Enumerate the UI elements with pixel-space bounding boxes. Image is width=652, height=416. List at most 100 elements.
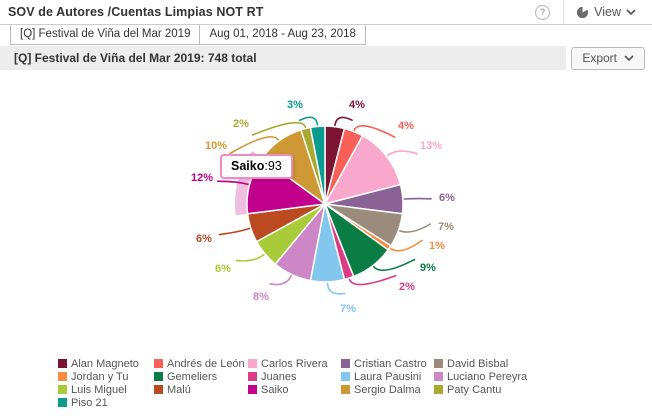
legend-label: Saiko <box>261 383 289 396</box>
legend-item[interactable]: Cristian Castro <box>341 357 434 370</box>
label-connector <box>235 253 265 262</box>
legend-item[interactable]: Juanes <box>248 370 341 383</box>
chart-area: 4% 4% 13% 6% 7% 1% 9% 2% 7% 8% 6% 6% 12% 10% 2% 3% Saik… <box>0 70 652 352</box>
legend-item[interactable]: Luis Miguel <box>58 383 154 396</box>
summary-row: [Q] Festival de Viña del Mar 2019: 748 t… <box>0 46 652 70</box>
pie-slice[interactable] <box>324 134 402 205</box>
legend-item[interactable]: Piso 21 <box>58 396 154 409</box>
label-connector <box>372 258 416 272</box>
label-connectors <box>216 116 432 295</box>
label-connector <box>229 136 280 155</box>
legend-label: Andrés de León <box>167 357 245 370</box>
legend-item[interactable]: Paty Cantu <box>434 383 652 396</box>
legend-swatch <box>434 385 443 394</box>
percent-label: 2% <box>233 118 249 130</box>
legend-item[interactable]: Sergio Dalma <box>341 383 434 396</box>
export-button-label: Export <box>582 51 617 65</box>
legend-label: Laura Pausini <box>354 370 422 383</box>
chevron-down-icon <box>624 55 634 61</box>
legend: Alan Magneto Andrés de León Carlos Rivera C… <box>58 357 652 409</box>
label-connector <box>269 274 293 286</box>
percent-label: 3% <box>287 99 303 111</box>
legend-item[interactable]: Luciano Pereyra <box>434 370 652 383</box>
percent-labels: 4% 4% 13% 6% 7% 1% 9% 2% 7% 8% 6% 6% 12% 10% 2% 3% <box>191 99 455 315</box>
legend-label: Alan Magneto <box>71 357 139 370</box>
filter-tabs: [Q] Festival de Viña del Mar 2019 Aug 01… <box>10 25 652 45</box>
legend-swatch <box>154 372 163 381</box>
percent-label: 4% <box>398 120 414 132</box>
legend-label: Cristian Castro <box>354 357 427 370</box>
pie-chart-icon <box>576 5 589 19</box>
label-connector <box>216 180 250 186</box>
help-icon[interactable]: ? <box>535 4 551 20</box>
view-button-label: View <box>594 5 621 19</box>
percent-label: 4% <box>349 99 365 111</box>
export-button[interactable]: Export <box>571 46 645 70</box>
legend-swatch <box>248 359 257 368</box>
header-divider <box>563 0 565 24</box>
legend-swatch <box>154 359 163 368</box>
percent-label: 6% <box>196 233 212 245</box>
legend-item[interactable]: Gemeliers <box>154 370 248 383</box>
percent-label: 6% <box>215 263 231 275</box>
legend-swatch <box>58 398 67 407</box>
legend-label: Malú <box>167 383 191 396</box>
percent-label: 2% <box>399 281 415 293</box>
tab-date-range[interactable]: Aug 01, 2018 - Aug 23, 2018 <box>200 25 366 45</box>
legend-swatch <box>434 359 443 368</box>
legend-item[interactable]: Malú <box>154 383 248 396</box>
legend-swatch <box>248 385 257 394</box>
label-connector <box>389 239 423 252</box>
pie-chart-svg: 4% 4% 13% 6% 7% 1% 9% 2% 7% 8% 6% 6% 12% 10% 2% 3% <box>191 99 455 315</box>
summary-text: [Q] Festival de Viña del Mar 2019: 748 t… <box>0 46 567 70</box>
chevron-down-icon <box>626 9 636 15</box>
legend-label: Gemeliers <box>167 370 218 383</box>
legend-label: Juanes <box>261 370 297 383</box>
legend-label: Paty Cantu <box>447 383 502 396</box>
pie-slices <box>246 125 404 283</box>
legend-swatch <box>58 385 67 394</box>
label-connector <box>348 274 397 286</box>
percent-label: 7% <box>340 303 356 315</box>
percent-label: 13% <box>420 140 442 152</box>
label-connector <box>298 116 319 127</box>
tooltip: Saiko:93 <box>220 154 293 179</box>
legend-label: Piso 21 <box>71 396 108 409</box>
legend-label: Sergio Dalma <box>354 383 421 396</box>
legend-item[interactable]: Alan Magneto <box>58 357 154 370</box>
legend-item[interactable]: Andrés de León <box>154 357 248 370</box>
legend-label: Jordan y Tu <box>71 370 129 383</box>
legend-item[interactable]: Saiko <box>248 383 341 396</box>
legend-swatch <box>154 385 163 394</box>
legend-item[interactable]: Laura Pausini <box>341 370 434 383</box>
label-connector <box>251 121 307 136</box>
tab-query[interactable]: [Q] Festival de Viña del Mar 2019 <box>10 25 201 45</box>
legend-item[interactable]: Jordan y Tu <box>58 370 154 383</box>
legend-swatch <box>248 372 257 381</box>
percent-label: 9% <box>420 262 436 274</box>
legend-swatch <box>434 372 443 381</box>
label-connector <box>353 125 396 138</box>
label-connector <box>326 282 346 295</box>
label-connector <box>218 227 251 236</box>
percent-label: 8% <box>253 291 269 303</box>
legend-label: Luciano Pereyra <box>447 370 528 383</box>
legend-swatch <box>341 385 350 394</box>
percent-label: 7% <box>438 221 454 233</box>
percent-label: 10% <box>205 140 227 152</box>
percent-label: 12% <box>191 172 213 184</box>
legend-swatch <box>58 372 67 381</box>
label-connector <box>398 223 432 233</box>
label-connector <box>334 116 353 127</box>
widget-header: SOV de Autores /Cuentas Limpias NOT RT ?… <box>0 0 652 25</box>
tooltip-series-name: Saiko <box>231 159 265 173</box>
percent-label: 1% <box>429 240 445 252</box>
legend-swatch <box>341 359 350 368</box>
legend-item[interactable]: David Bisbal <box>434 357 652 370</box>
legend-item[interactable]: Carlos Rivera <box>248 357 341 370</box>
view-button[interactable]: View <box>564 5 652 19</box>
pie-slice[interactable] <box>309 125 326 205</box>
legend-swatch <box>341 372 350 381</box>
legend-label: David Bisbal <box>447 357 509 370</box>
